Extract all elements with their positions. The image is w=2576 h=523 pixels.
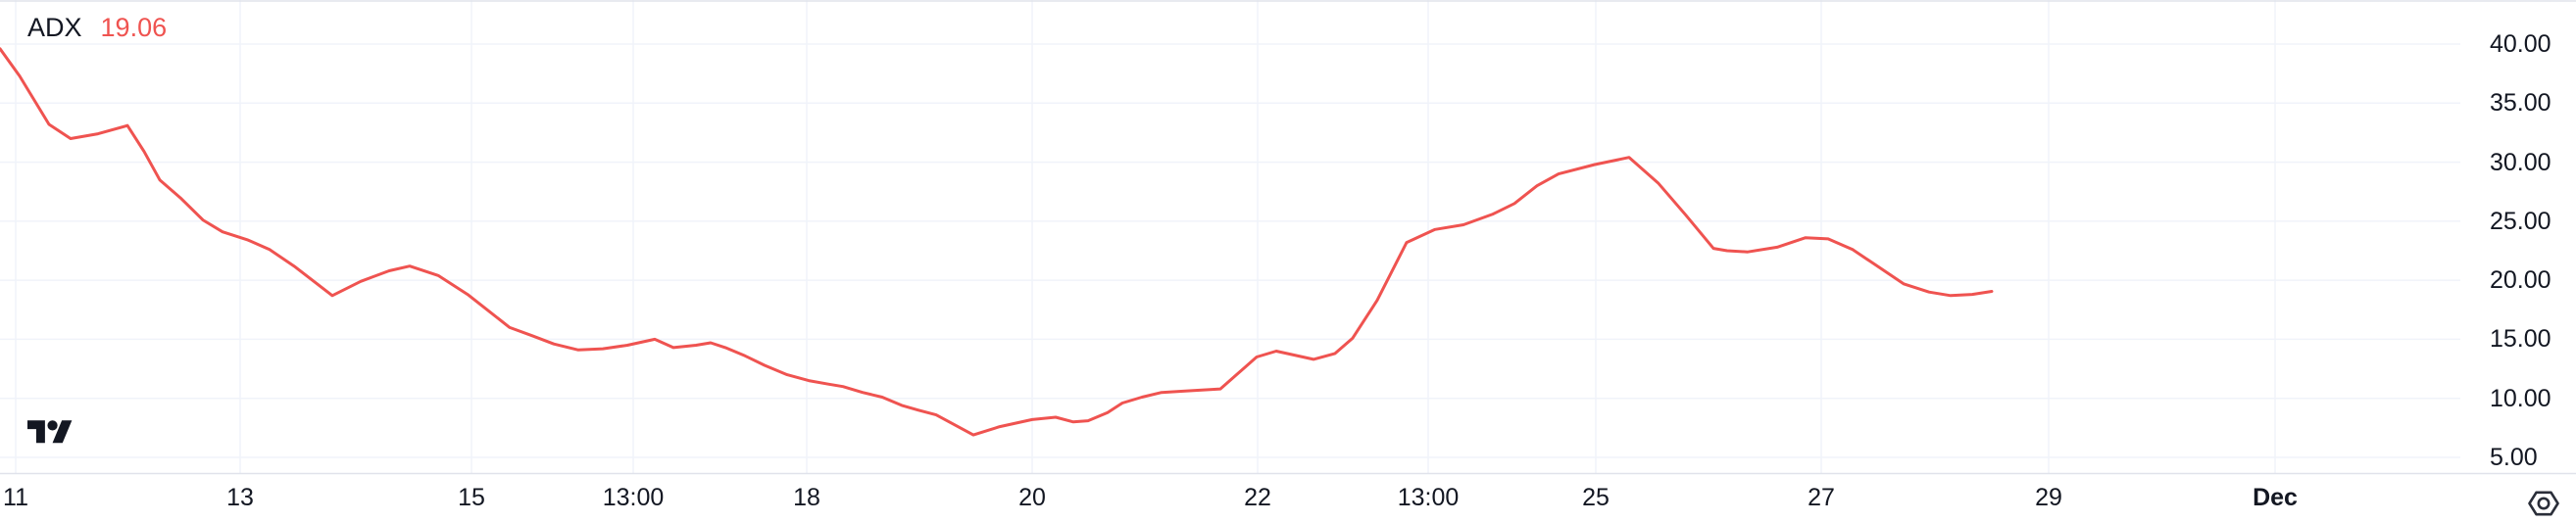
time-tick-label: 13:00 <box>602 484 665 511</box>
time-tick-label: 18 <box>793 484 820 511</box>
tradingview-logo[interactable] <box>27 415 73 455</box>
price-tick-label: 5.00 <box>2490 444 2538 471</box>
price-tick-label: 30.00 <box>2490 149 2551 176</box>
adx-series-line <box>0 47 1994 437</box>
time-tick-label: 25 <box>1582 484 1610 511</box>
time-tick-label: Dec <box>2253 484 2298 511</box>
indicator-name[interactable]: ADX <box>27 13 82 42</box>
time-axis[interactable]: 11 13 15 13:00 18 20 22 13:00 25 27 29 Dec <box>0 473 2460 523</box>
indicator-value: 19.06 <box>100 13 168 42</box>
time-tick-label: 29 <box>2035 484 2062 511</box>
price-tick-label: 20.00 <box>2490 266 2551 294</box>
gear-hexagon-icon <box>2528 491 2559 516</box>
price-tick-label: 25.00 <box>2490 208 2551 235</box>
time-tick-label: 27 <box>1808 484 1835 511</box>
time-tick-label: 11 <box>3 484 28 511</box>
time-tick-label: 22 <box>1244 484 1271 511</box>
time-tick-label: 13 <box>226 484 254 511</box>
price-tick-label: 15.00 <box>2490 325 2551 353</box>
time-tick-label: 15 <box>458 484 485 511</box>
price-tick-label: 10.00 <box>2490 385 2551 412</box>
price-axis[interactable]: 40.00 35.00 30.00 25.00 20.00 15.00 10.00 5.00 <box>2460 0 2576 523</box>
time-tick-label: 13:00 <box>1397 484 1460 511</box>
price-tick-label: 40.00 <box>2490 30 2551 58</box>
indicator-legend[interactable]: ADX 19.06 <box>27 13 167 42</box>
price-tick-label: 35.00 <box>2490 89 2551 117</box>
time-tick-label: 20 <box>1018 484 1046 511</box>
axis-settings-gear-icon[interactable] <box>2527 490 2560 522</box>
tradingview-logomark-icon <box>27 420 73 444</box>
